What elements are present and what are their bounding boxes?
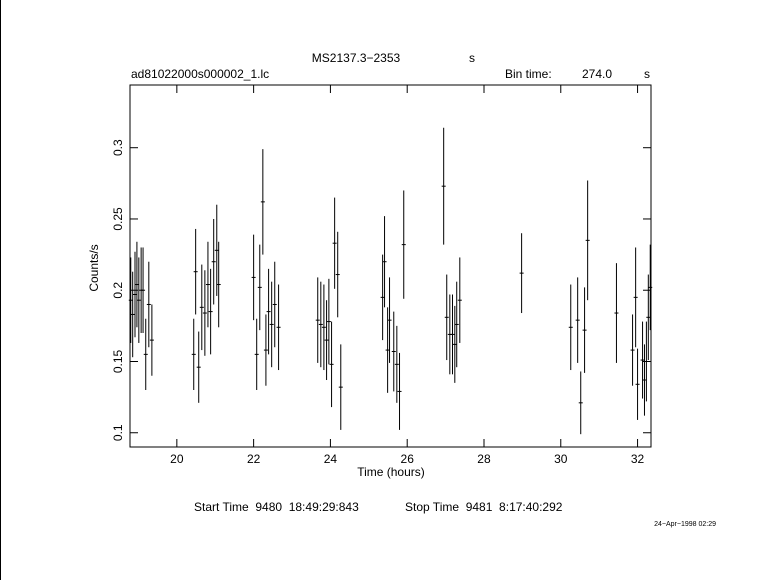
title-unit: s (469, 51, 475, 65)
bin-time-label: Bin time: (505, 67, 552, 81)
x-tick-label: 22 (247, 452, 261, 466)
stop-time: Stop Time 9481 8:17:40:292 (405, 500, 563, 514)
y-axis-label: Counts/s (87, 244, 101, 291)
file-name: ad81022000s000002_1.lc (131, 67, 269, 81)
y-tick-label: 0.1 (111, 424, 125, 441)
y-tick-label: 0.25 (111, 207, 125, 231)
chart-title: MS2137.3−2353 (312, 51, 401, 65)
x-tick-label: 20 (170, 452, 184, 466)
y-tick-label: 0.15 (111, 349, 125, 373)
x-tick-label: 24 (324, 452, 338, 466)
x-tick-label: 26 (401, 452, 415, 466)
y-tick-label: 0.3 (111, 139, 125, 156)
bin-time-unit: s (644, 67, 650, 81)
plot-frame (129, 84, 652, 448)
start-time: Start Time 9480 18:49:29:843 (194, 500, 359, 514)
x-axis-label: Time (hours) (357, 465, 425, 479)
timestamp: 24−Apr−1998 02:29 (654, 521, 716, 528)
y-tick-label: 0.2 (111, 282, 125, 299)
x-tick-label: 30 (554, 452, 568, 466)
x-tick-label: 28 (477, 452, 491, 466)
x-tick-label: 32 (631, 452, 645, 466)
bin-time: 274.0 (582, 67, 612, 81)
